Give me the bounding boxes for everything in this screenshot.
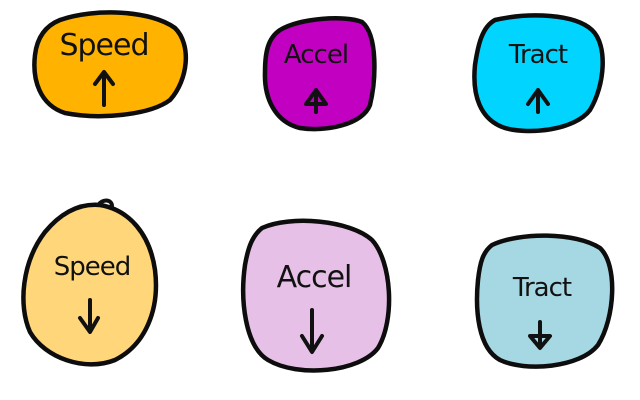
tract-up-button[interactable]: Tract xyxy=(472,13,605,134)
speed-down-blob[interactable] xyxy=(21,202,159,367)
tract-up-blob[interactable] xyxy=(472,13,605,134)
accel-down-blob[interactable] xyxy=(241,218,392,373)
accel-up-button[interactable]: Accel xyxy=(262,16,377,132)
accel-up-blob[interactable] xyxy=(262,16,377,132)
arrow-up-icon xyxy=(93,70,115,107)
speed-up-blob[interactable] xyxy=(32,10,189,119)
arrow-down-icon xyxy=(300,308,324,354)
tract-down-blob[interactable] xyxy=(474,233,615,369)
speed-down-label: Speed xyxy=(54,252,131,282)
arrow-down-icon xyxy=(78,298,100,334)
accel-down-label: Accel xyxy=(277,260,352,295)
speed-up-button[interactable]: Speed xyxy=(32,10,189,119)
arrow-up-icon xyxy=(304,88,328,114)
accel-up-label: Accel xyxy=(284,40,348,70)
accel-down-button[interactable]: Accel xyxy=(241,218,392,373)
speed-down-button[interactable]: Speed xyxy=(21,198,159,367)
tract-up-label: Tract xyxy=(508,40,568,70)
arrow-up-icon xyxy=(526,88,550,114)
blob-tip-doodle xyxy=(96,198,114,208)
speed-up-label: Speed xyxy=(59,28,148,63)
tract-down-button[interactable]: Tract xyxy=(474,233,615,369)
tract-down-label: Tract xyxy=(512,273,572,303)
arrow-down-icon xyxy=(528,320,552,350)
